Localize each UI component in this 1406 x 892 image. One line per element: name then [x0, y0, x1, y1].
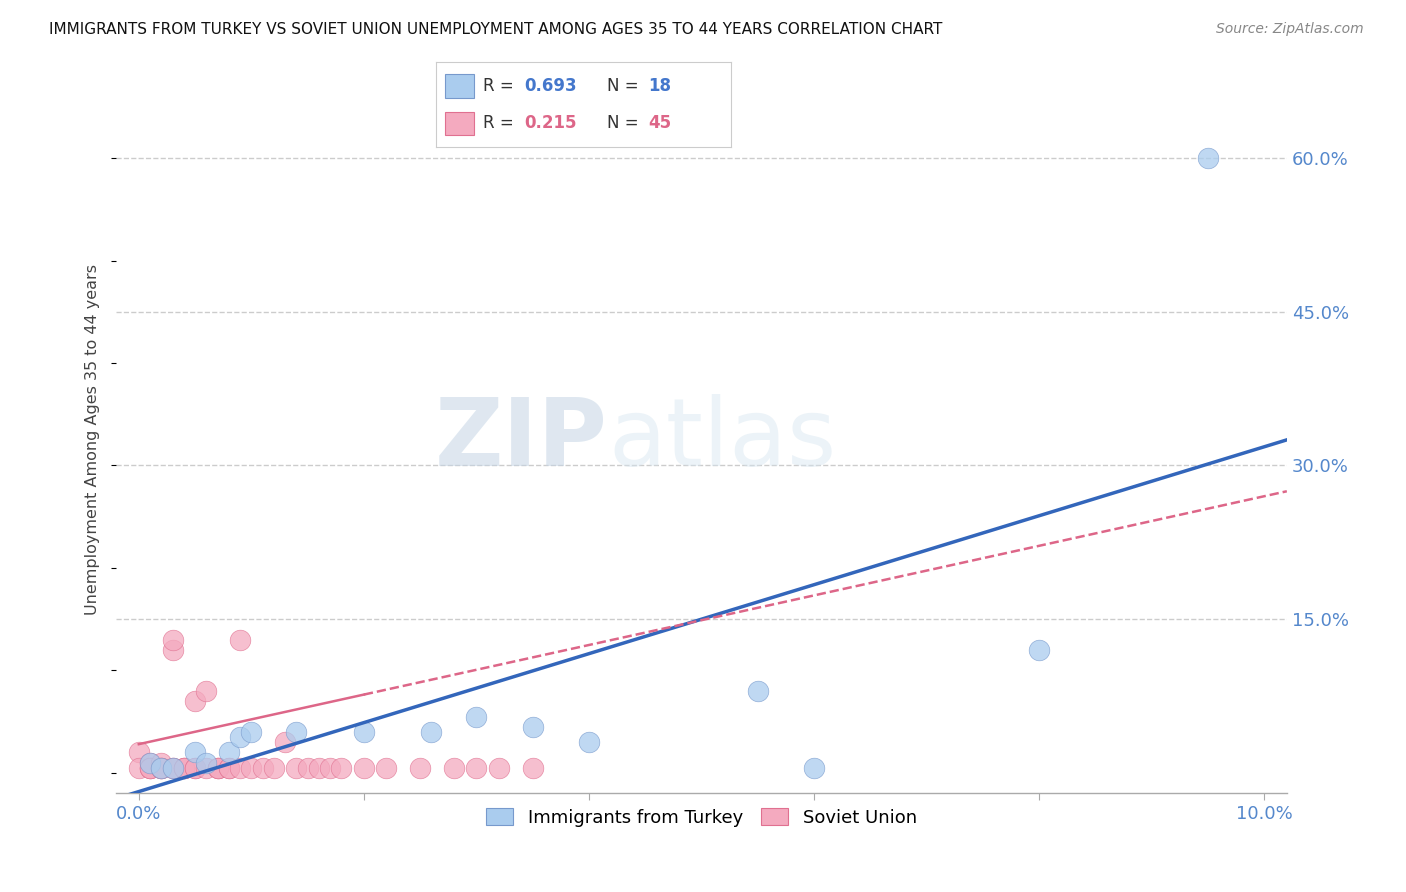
Point	[218, 761, 240, 775]
Y-axis label: Unemployment Among Ages 35 to 44 years: Unemployment Among Ages 35 to 44 years	[86, 264, 100, 615]
Point	[207, 761, 229, 775]
Point	[195, 756, 218, 770]
Text: 0.215: 0.215	[524, 114, 576, 132]
Text: N =: N =	[607, 78, 644, 95]
Point	[162, 643, 184, 657]
Point	[139, 761, 162, 775]
Point	[465, 709, 488, 723]
Point	[184, 761, 207, 775]
Text: N =: N =	[607, 114, 644, 132]
Point	[173, 761, 195, 775]
Point	[488, 761, 510, 775]
Legend: Immigrants from Turkey, Soviet Union: Immigrants from Turkey, Soviet Union	[479, 800, 924, 834]
Point	[195, 761, 218, 775]
Point	[522, 761, 544, 775]
Point	[240, 724, 263, 739]
Point	[1028, 643, 1050, 657]
Text: IMMIGRANTS FROM TURKEY VS SOVIET UNION UNEMPLOYMENT AMONG AGES 35 TO 44 YEARS CO: IMMIGRANTS FROM TURKEY VS SOVIET UNION U…	[49, 22, 942, 37]
Point	[353, 761, 375, 775]
Point	[229, 632, 252, 647]
Point	[162, 632, 184, 647]
Point	[308, 761, 330, 775]
Point	[150, 761, 173, 775]
Point	[465, 761, 488, 775]
Point	[803, 761, 825, 775]
Point	[522, 720, 544, 734]
Point	[162, 761, 184, 775]
Point	[240, 761, 263, 775]
Point	[285, 724, 308, 739]
Text: R =: R =	[484, 78, 519, 95]
Point	[150, 756, 173, 770]
Point	[319, 761, 342, 775]
Point	[218, 761, 240, 775]
Point	[150, 761, 173, 775]
Point	[285, 761, 308, 775]
Bar	[444, 112, 474, 136]
Text: Source: ZipAtlas.com: Source: ZipAtlas.com	[1216, 22, 1364, 37]
Point	[139, 756, 162, 770]
Point	[128, 745, 150, 759]
Point	[263, 761, 285, 775]
Point	[443, 761, 465, 775]
Point	[162, 761, 184, 775]
Point	[578, 735, 600, 749]
Bar	[444, 74, 474, 98]
Point	[195, 684, 218, 698]
Point	[229, 761, 252, 775]
Point	[207, 761, 229, 775]
Point	[218, 745, 240, 759]
Text: R =: R =	[484, 114, 519, 132]
Point	[1197, 151, 1219, 165]
Point	[207, 761, 229, 775]
Point	[353, 724, 375, 739]
Text: ZIP: ZIP	[434, 394, 607, 486]
Text: 45: 45	[648, 114, 672, 132]
Text: 0.693: 0.693	[524, 78, 576, 95]
Point	[274, 735, 297, 749]
Point	[252, 761, 274, 775]
Point	[162, 761, 184, 775]
Point	[420, 724, 443, 739]
Point	[173, 761, 195, 775]
Point	[375, 761, 398, 775]
Text: atlas: atlas	[607, 394, 837, 486]
Point	[139, 761, 162, 775]
Point	[184, 761, 207, 775]
Point	[297, 761, 319, 775]
Text: 18: 18	[648, 78, 672, 95]
Point	[139, 756, 162, 770]
Point	[128, 761, 150, 775]
Point	[409, 761, 432, 775]
Point	[747, 684, 769, 698]
Point	[150, 761, 173, 775]
Point	[150, 761, 173, 775]
Point	[139, 761, 162, 775]
Point	[229, 730, 252, 744]
Point	[330, 761, 353, 775]
Point	[173, 761, 195, 775]
Point	[184, 745, 207, 759]
Point	[184, 694, 207, 708]
